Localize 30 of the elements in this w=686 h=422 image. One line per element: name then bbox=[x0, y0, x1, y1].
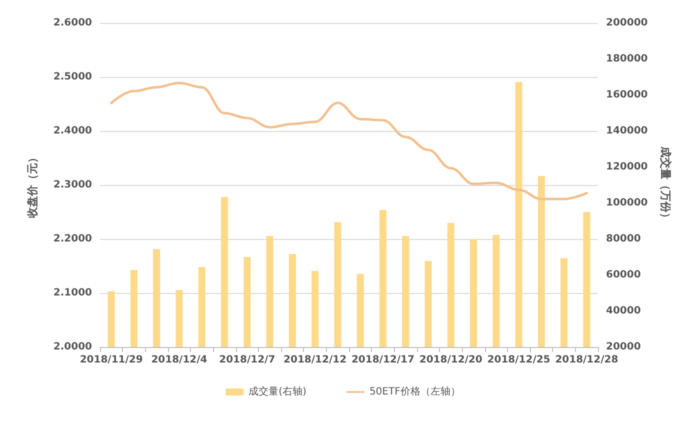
legend-label: 成交量(右轴) bbox=[248, 386, 307, 398]
y2-tick-label: 80000 bbox=[606, 234, 641, 244]
y2-tick-label: 20000 bbox=[606, 342, 641, 352]
y2-tick-label: 100000 bbox=[606, 198, 648, 208]
x-tick-label: 2018/11/29 bbox=[80, 354, 143, 366]
x-tick-label: 2018/12/17 bbox=[351, 354, 414, 366]
y-tick-label: 2.5000 bbox=[53, 72, 92, 82]
y-tick-label: 2.1000 bbox=[53, 288, 92, 298]
y2-tick-label: 60000 bbox=[606, 270, 641, 280]
y2-tick-label: 120000 bbox=[606, 162, 648, 172]
y2-tick-label: 180000 bbox=[606, 54, 648, 64]
y2-tick-label: 160000 bbox=[606, 90, 648, 100]
x-tick-label: 2018/12/28 bbox=[555, 354, 618, 366]
y2-axis-title: 成交量（万份） bbox=[659, 146, 672, 224]
x-tick-label: 2018/12/7 bbox=[219, 354, 276, 366]
y-tick-label: 2.4000 bbox=[53, 126, 92, 136]
x-tick-label: 2018/12/12 bbox=[284, 354, 347, 366]
y-tick-label: 2.3000 bbox=[53, 180, 92, 190]
y2-tick-label: 140000 bbox=[606, 126, 648, 136]
legend-label: 50ETF价格（左轴） bbox=[369, 386, 460, 398]
y-tick-label: 2.0000 bbox=[53, 342, 92, 352]
x-tick-label: 2018/12/4 bbox=[151, 354, 208, 366]
y2-tick-label: 200000 bbox=[606, 18, 648, 28]
y-tick-label: 2.6000 bbox=[53, 18, 92, 28]
x-tick-label: 2018/12/25 bbox=[487, 354, 550, 366]
line-series bbox=[110, 82, 588, 200]
y-tick-label: 2.2000 bbox=[53, 234, 92, 244]
x-tick-label: 2018/12/20 bbox=[419, 354, 482, 366]
y2-tick-label: 40000 bbox=[606, 306, 641, 316]
y-axis-title: 收盘价（元） bbox=[26, 152, 39, 218]
